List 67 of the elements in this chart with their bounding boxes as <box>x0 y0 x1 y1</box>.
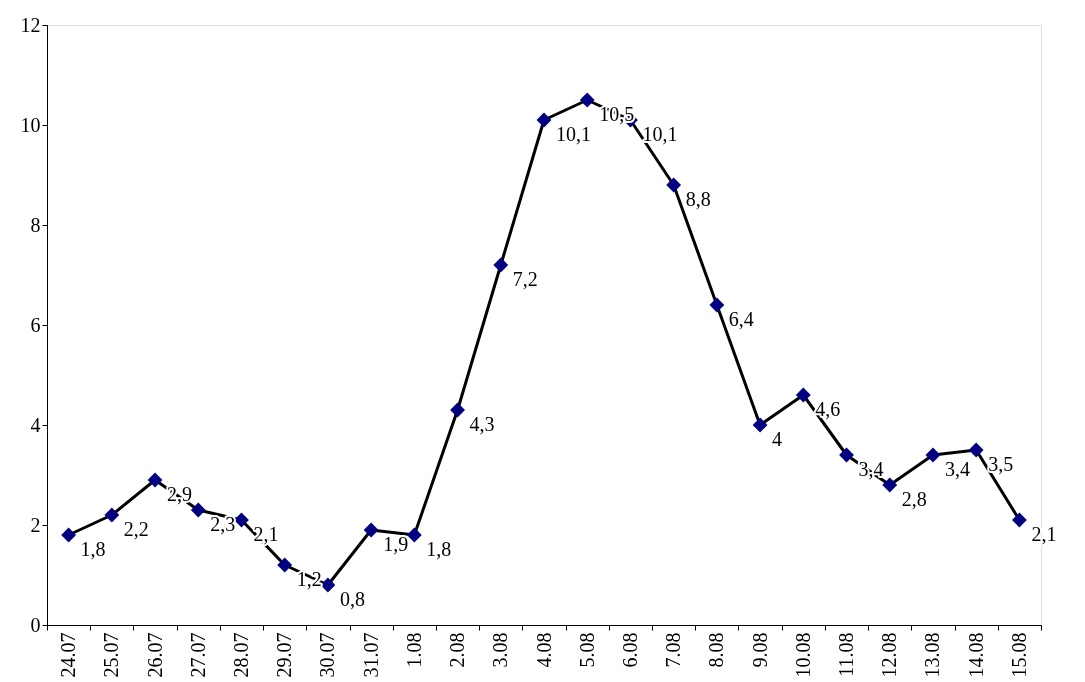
y-tick-label: 6 <box>30 313 41 336</box>
point <box>536 112 552 128</box>
point <box>190 502 206 518</box>
point <box>61 527 77 543</box>
x-tick-label: 28.07 <box>229 632 252 678</box>
data-label: 6,4 <box>728 308 754 330</box>
point <box>579 92 595 108</box>
x-tick-label: 15.08 <box>1007 632 1030 678</box>
data-label: 3,5 <box>988 453 1014 475</box>
x-tick-label: 29.07 <box>273 632 296 678</box>
y-tick-label: 0 <box>30 613 41 636</box>
data-label: 2,8 <box>901 488 927 510</box>
x-tick-label: 1.08 <box>402 632 425 668</box>
data-label: 4 <box>772 428 783 450</box>
y-tick-label: 8 <box>30 213 41 236</box>
x-tick-label: 26.07 <box>143 632 166 678</box>
x-tick-label: 7.08 <box>662 632 685 668</box>
point <box>882 477 898 493</box>
point <box>968 442 984 458</box>
x-tick-label: 14.08 <box>964 632 987 678</box>
x-tick-label: 31.07 <box>359 632 382 678</box>
point <box>493 257 509 273</box>
x-tick-label: 25.07 <box>100 632 123 678</box>
x-tick-label: 24.07 <box>57 632 80 678</box>
x-tick-label: 4.08 <box>532 632 555 668</box>
point <box>363 522 379 538</box>
y-tick-label: 10 <box>20 113 41 136</box>
data-label: 8,8 <box>685 188 711 210</box>
x-tick-label: 10.08 <box>791 632 814 678</box>
x-tick-label: 30.07 <box>316 632 339 678</box>
data-label: 4,3 <box>469 413 495 435</box>
point <box>795 387 811 403</box>
x-tick-label: 5.08 <box>575 632 598 668</box>
point <box>104 507 120 523</box>
data-label: 4,6 <box>815 398 841 420</box>
data-label: 2,1 <box>1031 523 1057 545</box>
point <box>666 177 682 193</box>
x-tick-label: 9.08 <box>748 632 771 668</box>
data-label: 3,4 <box>944 458 970 480</box>
x-tick-label: 2.08 <box>446 632 469 668</box>
x-tick-label: 11.08 <box>835 632 858 677</box>
x-tick-label: 3.08 <box>489 632 512 668</box>
point <box>320 577 336 593</box>
data-label: 0,8 <box>339 588 365 610</box>
point <box>752 417 768 433</box>
point <box>406 527 422 543</box>
data-label: 2,3 <box>210 513 236 535</box>
x-tick-label: 8.08 <box>705 632 728 668</box>
point <box>147 472 163 488</box>
data-label: 2,2 <box>123 518 149 540</box>
point <box>277 557 293 573</box>
data-label: 10,1 <box>642 123 678 145</box>
data-label: 1,8 <box>426 538 452 560</box>
y-tick-label: 2 <box>30 513 41 536</box>
point <box>1011 512 1027 528</box>
data-label: 1,9 <box>383 533 409 555</box>
point <box>925 447 941 463</box>
x-tick-label: 13.08 <box>921 632 944 678</box>
x-tick-label: 27.07 <box>186 632 209 678</box>
point <box>709 297 725 313</box>
data-label: 10,1 <box>556 123 591 145</box>
data-label: 7,2 <box>512 268 538 290</box>
x-tick-label: 12.08 <box>878 632 901 678</box>
y-tick-label: 4 <box>30 413 41 436</box>
y-tick-label: 12 <box>20 13 41 36</box>
x-tick-label: 6.08 <box>618 632 641 668</box>
data-label: 1,8 <box>80 538 106 560</box>
